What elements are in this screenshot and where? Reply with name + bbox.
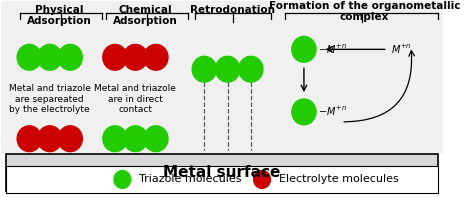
Circle shape: [17, 126, 41, 152]
Text: Chemical
Adsorption: Chemical Adsorption: [113, 5, 178, 26]
Circle shape: [17, 44, 41, 70]
Circle shape: [103, 126, 127, 152]
Text: Electrolyte molecules: Electrolyte molecules: [279, 174, 399, 184]
Circle shape: [37, 44, 62, 70]
Bar: [6, 154, 438, 191]
Circle shape: [58, 44, 82, 70]
Text: Metal surface: Metal surface: [164, 165, 281, 180]
Text: Retrodonation: Retrodonation: [190, 5, 275, 15]
Circle shape: [58, 126, 82, 152]
Bar: [6, 165, 438, 193]
Circle shape: [254, 170, 270, 188]
Circle shape: [144, 126, 168, 152]
Circle shape: [123, 44, 147, 70]
Circle shape: [216, 56, 240, 82]
Circle shape: [37, 126, 62, 152]
Circle shape: [144, 44, 168, 70]
Text: $-M^{+n}$: $-M^{+n}$: [318, 105, 347, 118]
Circle shape: [103, 44, 127, 70]
Text: Formation of the organometallic
complex: Formation of the organometallic complex: [269, 1, 460, 22]
Circle shape: [292, 99, 316, 125]
Circle shape: [114, 170, 131, 188]
Bar: [1, 1, 443, 154]
Circle shape: [292, 36, 316, 62]
Text: Metal and triazole
are separeated
by the electrolyte: Metal and triazole are separeated by the…: [9, 84, 91, 114]
Circle shape: [239, 56, 263, 82]
Circle shape: [192, 56, 217, 82]
Text: $M^{+n}$: $M^{+n}$: [392, 43, 412, 56]
Text: $-M^{+n}$: $-M^{+n}$: [318, 43, 347, 56]
Text: Triazole molecules: Triazole molecules: [139, 174, 242, 184]
Text: Physical
Adsorption: Physical Adsorption: [27, 5, 91, 26]
Circle shape: [123, 126, 147, 152]
Text: Metal and triazole
are in direct
contact: Metal and triazole are in direct contact: [94, 84, 176, 114]
